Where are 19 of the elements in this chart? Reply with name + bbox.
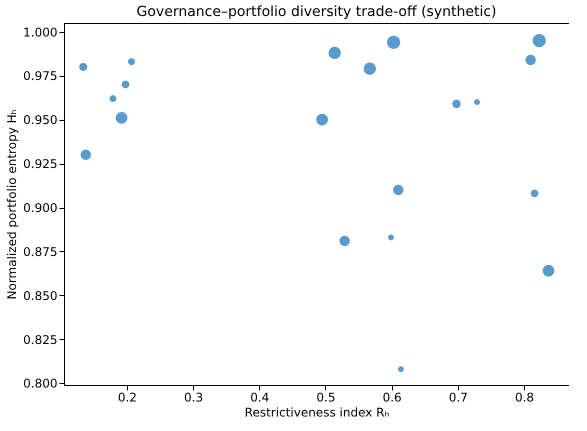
y-tick-label: 0.950 (23, 113, 58, 128)
x-tick-label: 0.7 (448, 390, 468, 404)
y-tick-label: 0.875 (23, 244, 58, 259)
y-tick-label: 0.850 (23, 288, 58, 303)
y-tick-label: 0.800 (23, 376, 58, 391)
y-axis-title: Normalized portfolio entropy Hₕ (5, 109, 20, 300)
x-tick-label: 0.4 (250, 390, 270, 404)
y-tick-label: 0.900 (23, 201, 58, 216)
x-tick-label: 0.3 (184, 390, 204, 404)
y-tick-label: 0.975 (23, 69, 58, 84)
y-tick-label: 0.825 (23, 332, 58, 347)
x-tick-label: 0.6 (382, 390, 402, 404)
y-tick-label: 0.925 (23, 157, 58, 172)
x-tick-label: 0.2 (118, 390, 137, 404)
x-axis-title: Restrictiveness index Rₕ (244, 406, 390, 420)
x-tick-label: 0.8 (514, 390, 534, 404)
y-tick-label: 1.000 (23, 25, 58, 40)
chart-title: Governance–portfolio diversity trade-off (synthetic) (136, 4, 497, 20)
x-tick-label: 0.5 (316, 390, 336, 404)
